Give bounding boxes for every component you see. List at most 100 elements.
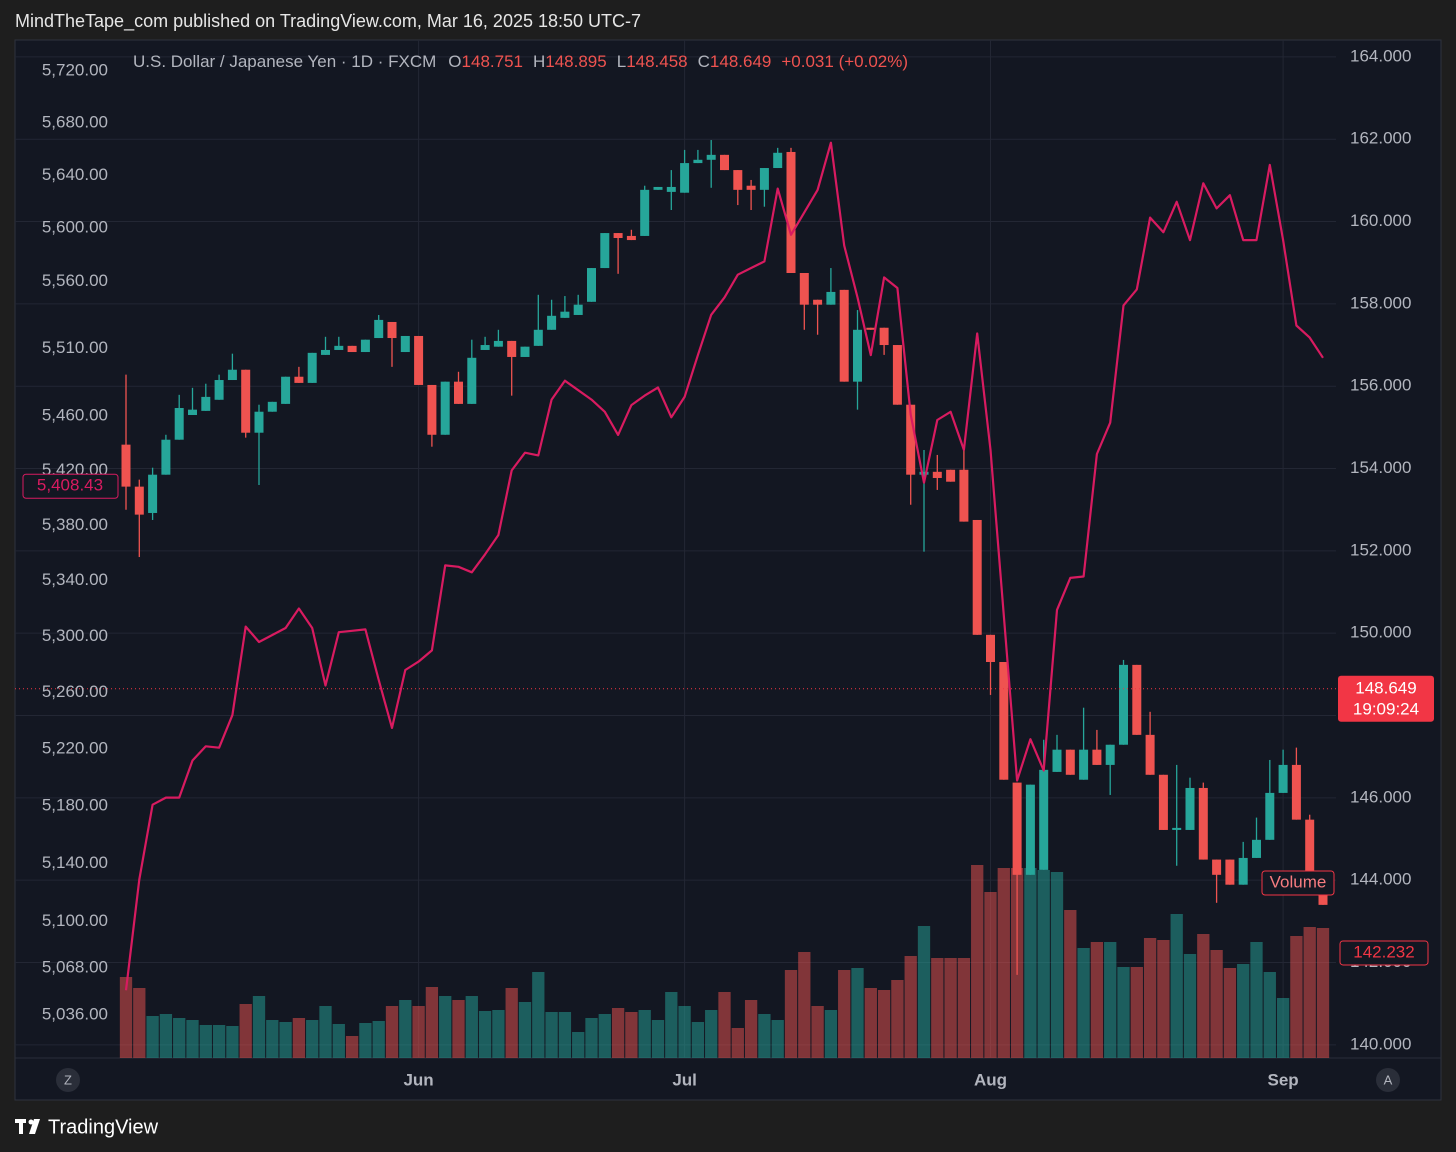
candle-body [227,369,237,381]
overlay-label: 5,408.43 [37,476,103,495]
volume-bar [1237,964,1250,1058]
volume-bar [119,977,133,1058]
volume-bar [1197,934,1210,1058]
volume-bar [186,1020,199,1058]
legend-high: 148.895 [545,52,606,71]
x-tick-label: Jun [403,1070,433,1089]
legend-o-label: O [448,52,461,71]
volume-bar [518,1002,532,1058]
volume-bar [159,1014,173,1058]
y-tick-label: 156.000 [1350,376,1411,395]
candle-body [467,357,477,404]
logo-part [28,1119,34,1125]
marker-box [1339,940,1429,966]
y2-tick-label: 5,680.00 [42,113,108,132]
candle-body [879,327,889,346]
candle-body [1225,859,1235,885]
price-label: 148.649 [1355,678,1416,697]
candle-body [999,661,1009,780]
candle-body [1278,764,1288,793]
volume-bar [1210,950,1223,1058]
price-label-box [1338,675,1434,722]
volume-bar [572,1032,585,1058]
candle-body [666,186,676,192]
volume-bar [266,1020,279,1058]
volume-bar [133,988,146,1058]
volume-bar [359,1023,372,1058]
auto-button-label[interactable]: A [1384,1072,1393,1087]
brand-logo [15,1119,40,1134]
y2-tick-label: 5,600.00 [42,218,108,237]
zoom-button-label[interactable]: Z [64,1072,72,1087]
volume-bar [824,1010,838,1058]
volume-bar [292,1018,306,1058]
volume-bar [1157,940,1170,1058]
volume-bar [332,1024,345,1058]
volume-bar [611,1008,625,1058]
volume-label: Volume [1270,872,1327,891]
candle-body [427,384,437,435]
overlay-line [124,141,1324,991]
volume-bar [399,1000,412,1058]
candle-body [813,299,823,305]
logo-part [29,1119,40,1134]
candle-body [1212,859,1222,875]
candle-body [759,168,769,190]
candle-body [919,471,929,475]
volume-bar [944,958,957,1058]
candle-body [733,170,743,190]
candle-body [148,474,158,513]
volume-bar [625,1012,638,1058]
y-tick-label: 160.000 [1350,211,1411,230]
zoom-button[interactable] [56,1068,80,1092]
volume-bar [997,868,1010,1058]
volume-bar [651,1020,665,1058]
y-tick-label: 152.000 [1350,540,1411,559]
volume-bar [758,1014,771,1058]
candle-body [1291,764,1301,820]
volume-bar [465,996,478,1058]
legend: U.S. Dollar / Japanese Yen · 1D · FXCM O 1… [133,52,908,71]
volume-bar [558,1012,572,1058]
volume-bar [585,1018,598,1058]
candle-body [866,327,876,330]
volume-bar [904,956,917,1058]
candle-body [1172,827,1182,830]
volume-bar [678,1006,691,1058]
volume-bar [279,1022,292,1058]
candle-body [440,381,450,435]
candle-body [1092,749,1102,765]
auto-button[interactable] [1376,1068,1400,1092]
volume-bar [173,1018,186,1058]
volume-bar [492,1010,505,1058]
candle-body [174,408,184,440]
volume-bar [199,1025,212,1058]
candle-body [294,376,304,383]
candle-body [959,469,969,522]
legend-change: +0.031 (+0.02%) [781,52,908,71]
header: MindTheTape_com published on TradingView… [15,11,641,32]
volume-bar [319,1006,332,1058]
labels: 140.000142.000144.000146.000148.000150.0… [22,46,1434,1089]
legend-symbol: U.S. Dollar / Japanese Yen · 1D · FXCM [133,52,436,71]
y2-tick-label: 5,560.00 [42,271,108,290]
candle-body [267,401,277,412]
volume-bar [1104,942,1117,1058]
candle-body [547,315,557,330]
candle-body [414,335,424,385]
volume-bar [452,1000,465,1058]
y-tick-label: 164.000 [1350,46,1411,65]
candle-body [587,268,596,302]
candle-body [560,311,570,318]
y-tick-label: 140.000 [1350,1034,1411,1053]
candle-body [653,186,663,190]
candle-body [134,486,144,515]
candle-body [972,519,982,635]
candle-body [533,329,543,346]
volume-bar [239,1004,252,1058]
candle-body [839,289,849,382]
volume-bar [1250,942,1263,1058]
candle-body [360,339,370,353]
